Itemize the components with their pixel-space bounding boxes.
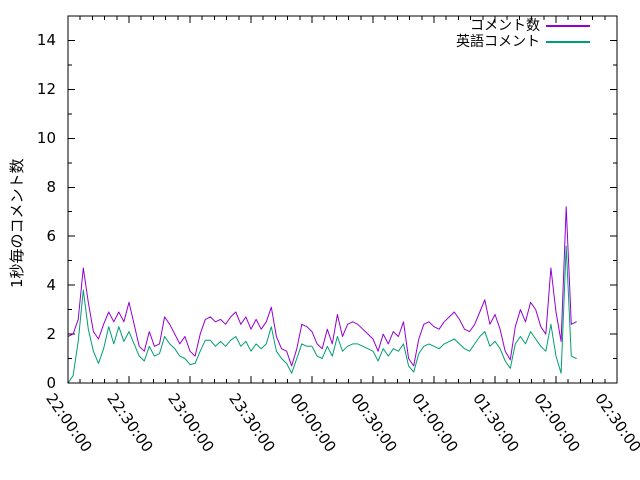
series-lines [67,206,577,384]
series-line-1 [67,245,577,384]
axis-ticks [67,15,618,384]
legend-line-sample-english-comments [546,41,590,43]
legend-label-english-comments: 英語コメント [456,34,540,50]
y-tick-label: 8 [46,178,56,197]
legend-item-comments: コメント数 [456,18,590,34]
y-tick-label: 12 [36,80,56,99]
legend-label-comments: コメント数 [470,18,540,34]
series-line-0 [67,206,577,367]
plot-border [67,15,618,384]
y-tick-label: 4 [46,276,56,295]
y-tick-label: 10 [36,129,56,148]
y-tick-label: 14 [36,31,56,50]
y-tick-label: 0 [46,374,56,392]
y-tick-label: 2 [46,325,56,344]
legend: コメント数 英語コメント [456,18,590,50]
y-tick-label: 6 [46,227,56,246]
legend-line-sample-comments [546,25,590,27]
legend-item-english-comments: 英語コメント [456,34,590,50]
